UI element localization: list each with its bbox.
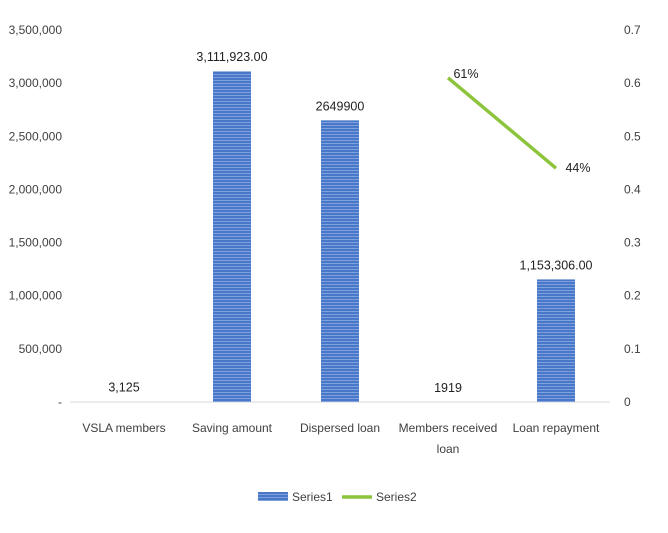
x-category-label: Loan repayment xyxy=(513,421,600,435)
y-left-tick-label: 3,500,000 xyxy=(9,23,63,37)
bar-data-label: 1,153,306.00 xyxy=(520,258,593,272)
x-category-label: VSLA members xyxy=(82,421,165,435)
y-left-tick-label: 1,500,000 xyxy=(9,236,63,250)
legend-swatch-series1 xyxy=(258,492,288,501)
y-left-tick-label: - xyxy=(58,395,62,409)
legend-label-series2: Series2 xyxy=(376,490,417,504)
bar-data-label: 3,111,923.00 xyxy=(196,50,267,64)
bar xyxy=(537,279,575,402)
y-left-tick-label: 500,000 xyxy=(19,342,63,356)
y-right-tick-label: 0.6 xyxy=(624,76,641,90)
bar-data-label: 2649900 xyxy=(316,99,365,113)
legend: Series1 Series2 xyxy=(258,490,417,504)
x-category-label: Dispersed loan xyxy=(300,421,380,435)
bar-data-label: 1919 xyxy=(434,381,462,395)
y-right-tick-label: 0.2 xyxy=(624,289,641,303)
line-data-label: 61% xyxy=(453,67,478,81)
x-category-label: Saving amount xyxy=(192,421,273,435)
y-left-tick-label: 1,000,000 xyxy=(9,289,63,303)
y-left-tick-label: 2,500,000 xyxy=(9,129,63,143)
legend-label-series1: Series1 xyxy=(292,490,333,504)
y-left-tick-label: 2,000,000 xyxy=(9,182,63,196)
y-right-tick-label: 0.7 xyxy=(624,23,641,37)
line-data-label: 44% xyxy=(565,161,590,175)
y-right-tick-label: 0.5 xyxy=(624,129,641,143)
bar xyxy=(213,71,251,402)
line-series xyxy=(446,76,558,170)
bar-series xyxy=(213,71,575,402)
y-left-tick-label: 3,000,000 xyxy=(9,76,63,90)
x-category-label: loan xyxy=(437,442,460,456)
y-right-tick-label: 0.4 xyxy=(624,182,641,196)
data-labels: 3,125 3,111,923.00 2649900 1919 1,153,306.00… xyxy=(108,50,592,395)
bar-data-label: 3,125 xyxy=(108,381,139,395)
y-right-tick-label: 0.3 xyxy=(624,236,641,250)
y-right-tick-label: 0 xyxy=(624,395,631,409)
y-right-tick-label: 0.1 xyxy=(624,342,641,356)
axes: - 500,000 1,000,000 1,500,000 2,000,000 2,500… xyxy=(9,23,641,456)
bar xyxy=(321,120,359,402)
series2-line xyxy=(446,76,558,170)
x-category-label: Members received xyxy=(399,421,498,435)
